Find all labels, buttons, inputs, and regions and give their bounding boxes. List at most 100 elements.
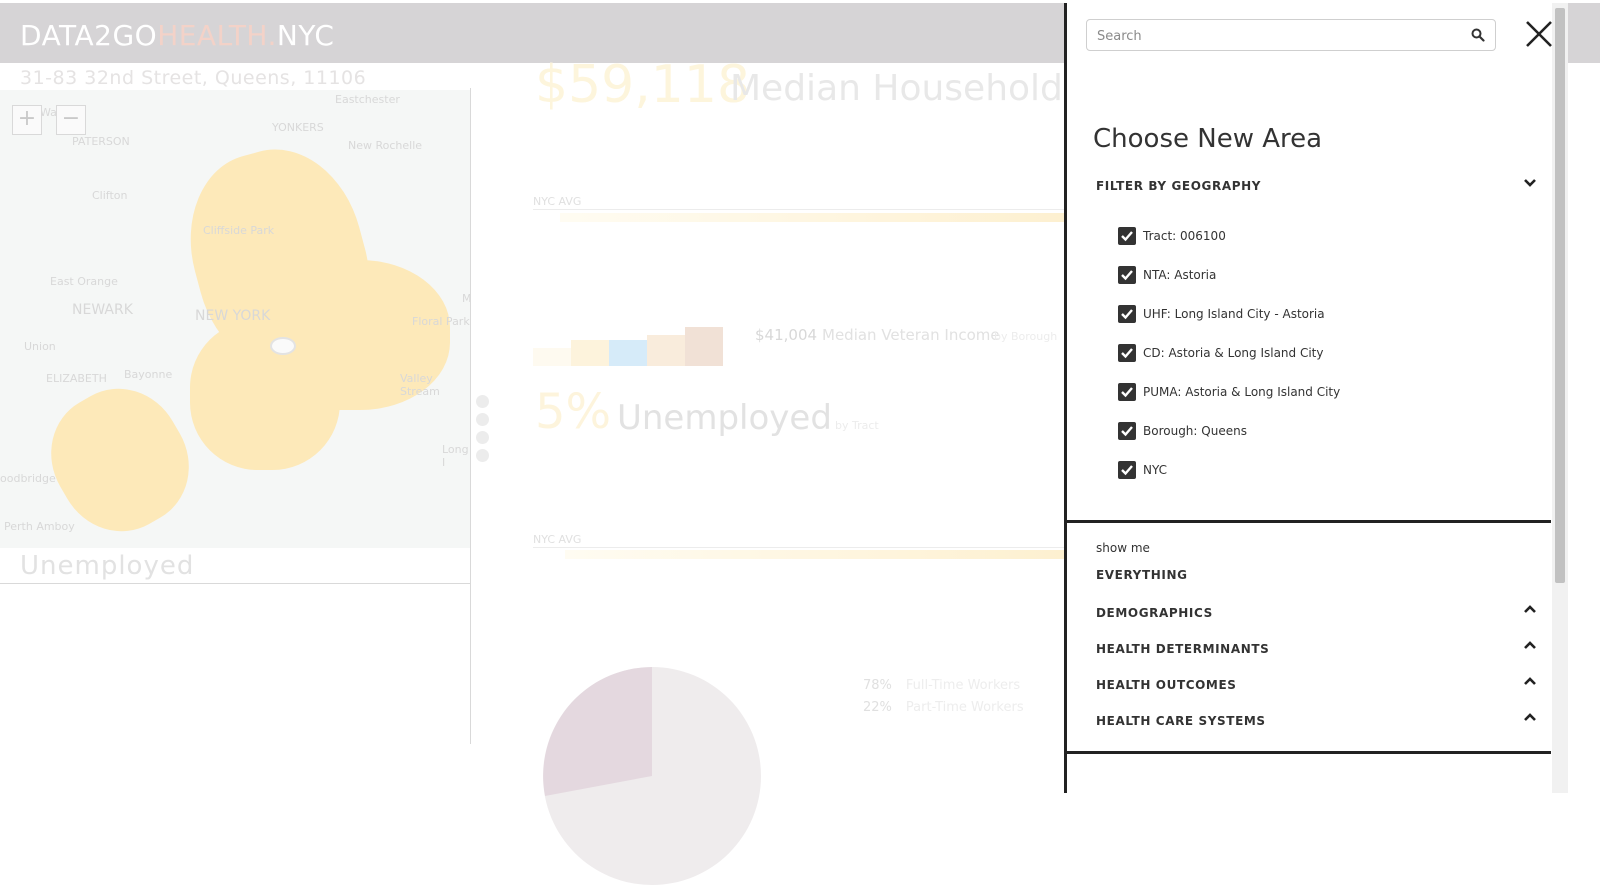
category-health-outcomes[interactable]: HEALTH OUTCOMES <box>1096 678 1237 692</box>
geo-option-label: Tract: 006100 <box>1143 229 1226 243</box>
map-region-brooklyn <box>190 320 340 470</box>
geo-option-label: CD: Astoria & Long Island City <box>1143 346 1324 360</box>
pie-slice-part-time <box>543 667 652 796</box>
mini-bar <box>533 348 571 366</box>
brand-nyc: NYC <box>276 19 335 52</box>
worker-type-pie-chart <box>543 667 761 885</box>
geo-option[interactable]: NYC <box>1118 460 1167 480</box>
divider <box>470 88 471 744</box>
divider <box>1067 520 1551 523</box>
geo-option[interactable]: UHF: Long Island City - Astoria <box>1118 304 1325 324</box>
checkbox[interactable] <box>1118 227 1136 245</box>
veteran-income-mini-chart <box>533 326 723 366</box>
avg-baseline <box>533 209 1064 210</box>
geo-option-label: Borough: Queens <box>1143 424 1247 438</box>
category-demographics[interactable]: DEMOGRAPHICS <box>1096 606 1213 620</box>
brand-health: HEALTH. <box>157 19 277 52</box>
checkbox[interactable] <box>1118 461 1136 479</box>
avg-baseline <box>533 547 1064 548</box>
geo-option[interactable]: Borough: Queens <box>1118 421 1247 441</box>
location-pin-icon[interactable] <box>270 337 296 355</box>
panel-title: Choose New Area <box>1093 124 1323 154</box>
checkbox[interactable] <box>1118 422 1136 440</box>
category-health-care-systems[interactable]: HEALTH CARE SYSTEMS <box>1096 714 1266 728</box>
close-icon[interactable] <box>1523 18 1555 50</box>
map-label-cliffside-park: Cliffside Park <box>203 224 275 237</box>
chevron-up-icon[interactable] <box>1523 676 1537 686</box>
map-label-yonkers: YONKERS <box>272 121 324 134</box>
geo-option[interactable]: Tract: 006100 <box>1118 226 1226 246</box>
geo-option-label: NTA: Astoria <box>1143 268 1217 282</box>
section-nav-dot[interactable] <box>476 449 489 462</box>
map-label-valley-stream: Valley Stream <box>400 372 440 398</box>
map-label-paterson: PATERSON <box>72 135 130 148</box>
median-income-label: Median Household I <box>730 68 1085 109</box>
map-label-union: Union <box>24 340 56 353</box>
checkbox[interactable] <box>1118 266 1136 284</box>
veteran-income-value: $41,004 <box>755 326 818 344</box>
geo-option[interactable]: NTA: Astoria <box>1118 265 1216 285</box>
unemployed-value: 5% <box>535 384 612 440</box>
mini-bar <box>647 335 685 366</box>
choropleth-map[interactable]: Eastchester YONKERS Wa PATERSON New Roch… <box>0 90 470 548</box>
map-label-perth-amboy: Perth Amboy <box>4 520 75 533</box>
unemployed-label: Unemployed <box>617 398 832 438</box>
category-health-determinants[interactable]: HEALTH DETERMINANTS <box>1096 642 1270 656</box>
veteran-income-scope: by Borough <box>994 330 1058 343</box>
parttime-pct: 22% <box>863 700 892 715</box>
choose-area-panel <box>1064 3 1555 793</box>
map-label-new-york: NEW YORK <box>195 308 271 324</box>
geo-option-label: PUMA: Astoria & Long Island City <box>1143 385 1341 399</box>
checkbox[interactable] <box>1118 383 1136 401</box>
brand-data2go: DATA2GO <box>20 19 158 52</box>
nyc-avg-label: NYC AVG <box>533 533 582 546</box>
map-label-m: M <box>462 292 470 305</box>
parttime-label: Part-Time Workers <box>905 700 1024 715</box>
divider <box>1067 751 1551 754</box>
median-income-value: $59,118 <box>535 55 751 115</box>
income-distribution-bar[interactable] <box>560 213 1064 222</box>
search-icon[interactable] <box>1471 28 1485 42</box>
map-label-new-rochelle: New Rochelle <box>348 139 423 152</box>
map-label-eastchester: Eastchester <box>335 93 400 106</box>
section-nav-dot[interactable] <box>476 431 489 444</box>
checkbox[interactable] <box>1118 344 1136 362</box>
map-label-elizabeth: ELIZABETH <box>46 372 107 385</box>
search-box <box>1086 19 1496 51</box>
map-label-east-orange: East Orange <box>50 275 118 288</box>
map-label-wa: Wa <box>40 106 57 119</box>
section-nav-dot[interactable] <box>476 395 489 408</box>
geo-option[interactable]: CD: Astoria & Long Island City <box>1118 343 1323 363</box>
filter-geography-toggle[interactable]: FILTER BY GEOGRAPHY <box>1096 179 1262 193</box>
map-label-long-island: Long I <box>442 443 469 469</box>
category-everything[interactable]: EVERYTHING <box>1096 568 1188 582</box>
map-label-bayonne: Bayonne <box>124 368 173 381</box>
fulltime-legend: 78% Full-Time Workers <box>863 678 1020 693</box>
mini-bar <box>685 327 723 366</box>
chevron-down-icon[interactable] <box>1523 178 1537 188</box>
map-metric-label: Unemployed <box>20 551 195 581</box>
unemployment-distribution-bar[interactable] <box>565 550 1064 559</box>
search-input[interactable] <box>1095 24 1459 48</box>
checkbox[interactable] <box>1118 305 1136 323</box>
unemployed-scope: by Tract <box>835 419 879 432</box>
site-logo[interactable]: DATA2GOHEALTH.NYC <box>20 19 334 52</box>
zoom-out-button[interactable]: − <box>56 105 86 135</box>
map-label-newark: NEWARK <box>72 302 133 318</box>
mini-bar <box>609 340 647 366</box>
fulltime-label: Full-Time Workers <box>905 678 1021 693</box>
geo-option-label: NYC <box>1143 463 1168 477</box>
section-nav-dot[interactable] <box>476 413 489 426</box>
map-label-floral-park: Floral Park <box>412 315 470 328</box>
chevron-up-icon[interactable] <box>1523 640 1537 650</box>
map-label-woodbridge: oodbridge <box>0 472 56 485</box>
chevron-up-icon[interactable] <box>1523 712 1537 722</box>
zoom-in-button[interactable]: + <box>12 105 42 135</box>
geo-option-label: UHF: Long Island City - Astoria <box>1143 307 1325 321</box>
geo-option[interactable]: PUMA: Astoria & Long Island City <box>1118 382 1340 402</box>
parttime-legend: 22% Part-Time Workers <box>863 700 1024 715</box>
veteran-income-label: Median Veteran Income <box>822 326 1000 344</box>
mini-bar <box>571 340 609 366</box>
scrollbar-thumb[interactable] <box>1555 8 1565 583</box>
chevron-up-icon[interactable] <box>1523 604 1537 614</box>
